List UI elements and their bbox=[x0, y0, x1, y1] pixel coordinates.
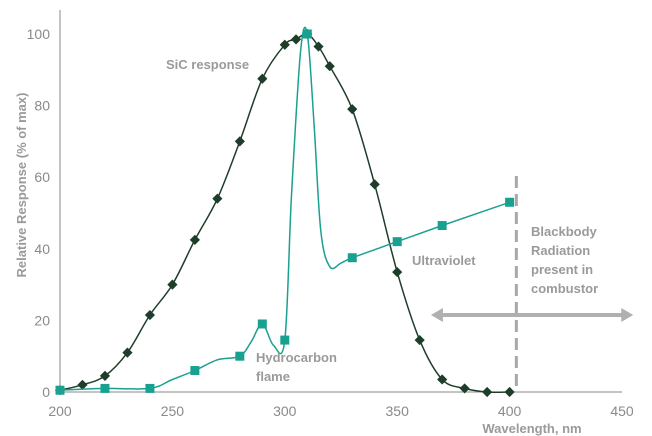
y-tick-label: 40 bbox=[34, 241, 50, 257]
sic-marker bbox=[189, 234, 200, 245]
ultraviolet-marker bbox=[347, 253, 357, 263]
sic-marker bbox=[392, 266, 403, 278]
x-tick-label: 400 bbox=[498, 403, 522, 419]
sic-marker bbox=[369, 179, 380, 190]
sic-marker bbox=[437, 374, 448, 385]
sic-marker bbox=[167, 279, 178, 290]
sic-marker bbox=[482, 386, 493, 398]
sic-marker bbox=[324, 61, 335, 72]
ultraviolet-marker bbox=[190, 366, 200, 376]
blackbody-label-line2: Radiation bbox=[531, 243, 590, 258]
ultraviolet-marker bbox=[280, 335, 290, 345]
ultraviolet-marker bbox=[392, 237, 402, 247]
sic-marker bbox=[212, 193, 223, 204]
ultraviolet-marker bbox=[437, 221, 447, 231]
blackbody-label-line3: present in bbox=[531, 262, 593, 277]
ultraviolet-markers bbox=[55, 29, 515, 395]
sic-marker bbox=[77, 379, 88, 390]
ultraviolet-marker bbox=[145, 383, 155, 393]
ultraviolet-marker bbox=[55, 385, 65, 395]
sic-marker bbox=[257, 73, 268, 84]
x-tick-label: 250 bbox=[161, 403, 185, 419]
sic-response-label: SiC response bbox=[166, 57, 249, 72]
y-tick-label: 20 bbox=[34, 312, 50, 328]
ultraviolet-marker bbox=[100, 383, 110, 393]
ultraviolet-marker bbox=[302, 29, 312, 39]
hydrocarbon-label-line1: Hydrocarbon bbox=[256, 350, 337, 365]
sic-marker bbox=[313, 41, 324, 52]
y-tick-label: 100 bbox=[27, 26, 51, 42]
sic-marker bbox=[414, 334, 425, 346]
sic-marker bbox=[459, 383, 470, 394]
arrow-head-left bbox=[430, 308, 443, 323]
axes bbox=[59, 10, 622, 393]
ultraviolet-label: Ultraviolet bbox=[412, 253, 476, 268]
blackbody-label-line4: combustor bbox=[531, 281, 598, 296]
x-tick-label: 450 bbox=[610, 403, 634, 419]
blackbody-label-line1: Blackbody bbox=[531, 224, 598, 239]
sic-marker bbox=[279, 39, 290, 50]
ultraviolet-marker bbox=[235, 351, 245, 361]
x-tick-labels: 200 250 300 350 400 450 bbox=[48, 403, 634, 419]
y-tick-label: 60 bbox=[34, 169, 50, 185]
ultraviolet-marker bbox=[257, 319, 267, 329]
y-tick-label: 80 bbox=[34, 98, 50, 114]
x-tick-label: 300 bbox=[273, 403, 297, 419]
sic-marker bbox=[122, 347, 133, 358]
y-tick-labels: 0 20 40 60 80 100 bbox=[27, 26, 51, 400]
x-axis-title: Wavelength, nm bbox=[482, 421, 581, 436]
x-tick-label: 200 bbox=[48, 403, 72, 419]
sic-marker bbox=[144, 309, 156, 321]
sic-marker bbox=[234, 136, 245, 147]
sic-marker bbox=[347, 104, 358, 115]
y-tick-label: 0 bbox=[42, 384, 50, 400]
y-axis-title: Relative Response (% of max) bbox=[14, 93, 29, 278]
hydrocarbon-label-line2: flame bbox=[256, 369, 290, 384]
blackbody-range-arrow bbox=[430, 308, 634, 323]
ultraviolet-marker bbox=[505, 197, 515, 207]
sic-marker bbox=[290, 34, 302, 45]
sic-marker bbox=[504, 386, 515, 398]
arrow-head-right bbox=[621, 308, 634, 323]
x-tick-label: 350 bbox=[386, 403, 410, 419]
